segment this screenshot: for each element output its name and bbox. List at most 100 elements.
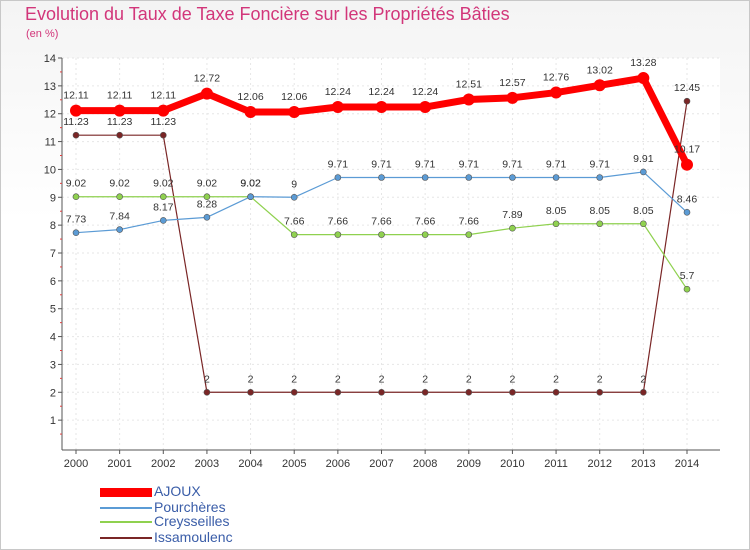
data-point	[378, 388, 385, 396]
data-label: 9.02	[240, 178, 261, 190]
data-point	[465, 231, 473, 238]
data-label: 8.46	[677, 193, 698, 205]
x-tick-label: 2003	[195, 458, 219, 470]
data-point	[683, 285, 691, 293]
y-tick-label: 10	[44, 164, 56, 176]
data-label: 12.72	[194, 73, 220, 85]
data-label: 11.23	[63, 116, 89, 128]
data-point	[640, 388, 647, 396]
data-label: 8.05	[633, 205, 654, 217]
data-point	[200, 87, 213, 100]
x-tick-label: 2010	[500, 458, 524, 470]
data-point	[552, 220, 560, 228]
data-point	[203, 193, 211, 201]
data-label: 13.28	[630, 57, 656, 69]
data-point	[116, 226, 123, 233]
legend-label: Pourchères	[154, 499, 226, 515]
data-label: 2	[204, 373, 210, 385]
data-label: 7.89	[502, 209, 523, 221]
data-point	[159, 131, 167, 139]
data-label: 9.71	[328, 159, 349, 171]
data-label: 2	[422, 373, 428, 385]
data-label: 9.71	[589, 159, 610, 171]
x-tick-label: 2004	[238, 458, 262, 470]
data-point	[465, 388, 473, 396]
chart-title: Evolution du Taux de Taxe Foncière sur l…	[25, 4, 510, 24]
data-point	[288, 106, 301, 119]
y-tick-label: 11	[45, 137, 56, 149]
data-point	[596, 174, 604, 181]
data-point	[637, 72, 650, 85]
x-tick-label: 2012	[587, 458, 611, 470]
data-label: 2	[248, 373, 254, 385]
y-tick-label: 3	[50, 359, 56, 371]
data-point	[683, 97, 691, 105]
x-tick-label: 2006	[326, 458, 350, 470]
data-point	[203, 214, 211, 221]
data-point	[290, 388, 298, 396]
data-point	[640, 168, 647, 176]
data-point	[290, 193, 298, 201]
data-label: 12.11	[151, 90, 177, 102]
data-point	[550, 86, 563, 99]
y-tick-label: 1	[50, 415, 56, 427]
data-label: 9.71	[415, 159, 436, 171]
data-point	[290, 231, 298, 238]
x-tick-label: 2001	[107, 458, 131, 470]
data-label: 9.71	[546, 159, 567, 171]
data-point	[683, 209, 691, 216]
data-point	[596, 388, 604, 396]
data-label: 2	[379, 373, 385, 385]
x-tick-label: 2013	[631, 458, 655, 470]
data-label: 2	[640, 373, 646, 385]
data-label: 9.91	[633, 153, 654, 165]
legend-swatch	[100, 537, 152, 539]
data-label: 12.24	[368, 86, 394, 98]
data-label: 12.06	[281, 91, 307, 103]
data-label: 9.02	[66, 178, 87, 190]
data-label: 13.02	[587, 64, 613, 76]
y-tick-label: 2	[50, 387, 56, 399]
data-label: 11.23	[107, 116, 133, 128]
data-label: 8.17	[153, 201, 174, 213]
data-label: 11.23	[151, 116, 177, 128]
y-tick-label: 13	[44, 81, 56, 93]
y-tick-label: 4	[50, 332, 56, 344]
data-point	[157, 104, 170, 117]
y-tick-label: 6	[50, 276, 56, 288]
x-tick-label: 2011	[544, 458, 568, 470]
legend-label: Creysseilles	[154, 513, 230, 529]
x-tick-label: 2007	[369, 458, 393, 470]
y-tick-label: 5	[50, 304, 56, 316]
data-label: 7.66	[415, 216, 436, 228]
data-point	[465, 174, 473, 181]
data-label: 9.71	[502, 159, 523, 171]
data-point	[116, 131, 123, 139]
data-label: 7.84	[109, 211, 130, 223]
data-label: 7.66	[459, 216, 480, 228]
data-label: 2	[597, 373, 603, 385]
data-label: 2	[553, 373, 559, 385]
legend-swatch	[100, 487, 152, 497]
data-point	[462, 93, 475, 106]
data-label: 12.51	[456, 79, 482, 91]
data-point	[419, 101, 432, 114]
data-point	[378, 174, 385, 181]
data-label: 8.05	[589, 205, 610, 217]
data-point	[596, 220, 604, 228]
data-point	[247, 388, 254, 396]
chart-subtitle: (en %)	[26, 28, 59, 40]
data-label: 5.7	[680, 270, 695, 282]
data-point	[506, 91, 519, 104]
x-tick-label: 2002	[151, 458, 175, 470]
data-point	[159, 193, 167, 201]
legend-swatch	[100, 507, 152, 509]
data-point	[552, 388, 560, 396]
data-point	[552, 174, 560, 181]
data-point	[509, 224, 516, 232]
data-point	[244, 106, 257, 119]
legend-label: Issamoulenc	[154, 529, 233, 545]
data-point	[640, 220, 647, 228]
legend-swatch	[100, 521, 152, 523]
